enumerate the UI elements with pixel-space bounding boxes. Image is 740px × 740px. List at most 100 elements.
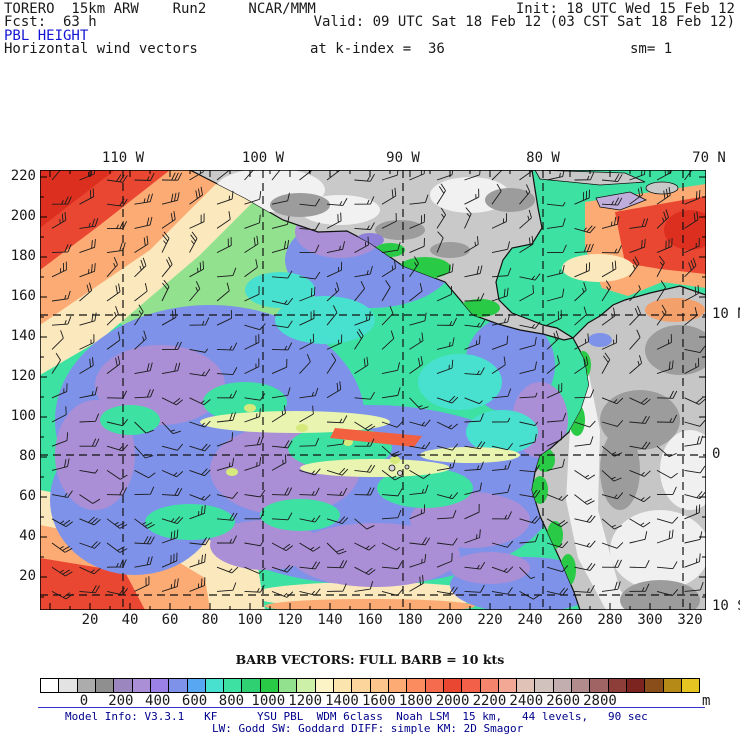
colorbar-cell: [369, 679, 388, 692]
colorbar-cell: [680, 679, 700, 692]
smoothing-label: sm= 1: [630, 41, 673, 57]
x-axis-tick-label: 220: [477, 612, 503, 628]
y-axis-tick-label: 60: [19, 488, 36, 504]
colorbar-cell: [168, 679, 187, 692]
colorbar: [40, 678, 700, 693]
colorbar-cell: [626, 679, 645, 692]
colorbar-cell: [278, 679, 297, 692]
colorbar-unit-label: m: [702, 693, 711, 709]
footer-divider: [38, 707, 705, 708]
y-axis-tick-label: 80: [19, 448, 36, 464]
colorbar-cell: [241, 679, 260, 692]
latitude-label: 10 N: [712, 306, 740, 322]
x-axis-tick-label: 300: [637, 612, 663, 628]
colorbar-tick-label: 600: [181, 693, 208, 709]
y-axis-tick-label: 220: [10, 168, 36, 184]
colorbar-cell: [662, 679, 681, 692]
colorbar-cell: [406, 679, 425, 692]
x-axis-tick-label: 80: [201, 612, 219, 628]
colorbar-cell: [259, 679, 279, 692]
latitude-label: 0: [712, 446, 721, 462]
model-info-line2: LW: Godd SW: Goddard DIFF: simple KM: 2D…: [212, 722, 524, 735]
colorbar-cell: [204, 679, 224, 692]
colorbar-cell: [351, 679, 370, 692]
x-axis-tick-label: 60: [161, 612, 179, 628]
colorbar-cell: [41, 679, 59, 692]
colorbar-cell: [552, 679, 572, 692]
x-axis-tick-label: 20: [81, 612, 99, 628]
x-axis-tick-label: 180: [397, 612, 423, 628]
colorbar-cell: [296, 679, 315, 692]
colorbar-cell: [58, 679, 77, 692]
model-info-line1: Model Info: V3.3.1 KF YSU PBL WDM 6class…: [65, 710, 648, 723]
longitude-label: 80 W: [526, 150, 560, 166]
x-axis-tick-label: 240: [517, 612, 543, 628]
colorbar-cell: [131, 679, 150, 692]
map-canvas: [39, 159, 716, 613]
init-time: Init: 18 UTC Wed 15 Feb 12: [515, 1, 735, 17]
colorbar-cell: [589, 679, 608, 692]
y-axis-tick-label: 200: [10, 208, 36, 224]
y-axis-tick-label: 20: [19, 568, 36, 584]
colorbar-tick-label: 1200: [288, 693, 322, 709]
colorbar-cell: [534, 679, 553, 692]
longitude-label: 110 W: [101, 150, 145, 166]
colorbar-cell: [94, 679, 114, 692]
colorbar-tick-label: 0: [79, 693, 89, 709]
colorbar-tick-label: 2800: [583, 693, 617, 709]
y-axis-tick-label: 100: [10, 408, 36, 424]
x-axis-tick-label: 120: [277, 612, 303, 628]
model-id-line: TORERO 15km ARW Run2 NCAR/MMM: [4, 1, 316, 17]
x-axis-tick-label: 40: [121, 612, 139, 628]
colorbar-tick-label: 1000: [251, 693, 286, 709]
colorbar-cell: [76, 679, 95, 692]
y-axis-tick-label: 120: [10, 368, 36, 384]
colorbar-tick-label: 800: [218, 693, 245, 709]
y-axis-tick-label: 160: [10, 288, 36, 304]
colorbar-cell: [607, 679, 626, 692]
colorbar-cell: [479, 679, 498, 692]
x-axis-tick-label: 100: [237, 612, 263, 628]
x-axis-tick-label: 280: [597, 612, 623, 628]
x-axis-tick-label: 200: [437, 612, 463, 628]
colorbar-cell: [497, 679, 517, 692]
colorbar-cell: [186, 679, 205, 692]
colorbar-cell: [387, 679, 407, 692]
y-axis-tick-label: 140: [10, 328, 36, 344]
colorbar-tick-label: 2000: [435, 693, 470, 709]
field-title: PBL HEIGHT: [4, 28, 89, 44]
x-axis-tick-label: 320: [677, 612, 703, 628]
colorbar-cell: [571, 679, 590, 692]
colorbar-cell: [314, 679, 333, 692]
k-index-label: at k-index = 36: [310, 41, 445, 57]
vector-overlay-label: Horizontal wind vectors: [4, 41, 198, 57]
map-plot-area: [39, 159, 716, 613]
valid-time: Valid: 09 UTC Sat 18 Feb 12 (03 CST Sat …: [313, 14, 735, 30]
x-axis-tick-label: 140: [317, 612, 343, 628]
x-axis-tick-label: 160: [357, 612, 383, 628]
colorbar-cell: [149, 679, 169, 692]
y-axis-tick-label: 40: [19, 528, 36, 544]
colorbar-cell: [113, 679, 132, 692]
longitude-label: 70 N: [692, 150, 726, 166]
colorbar-cell: [516, 679, 535, 692]
colorbar-tick-label: 2200: [472, 693, 507, 709]
x-axis-tick-label: 260: [557, 612, 583, 628]
longitude-label: 90 W: [386, 150, 420, 166]
colorbar-cell: [442, 679, 462, 692]
latitude-label: 10 S: [712, 598, 740, 614]
forecast-hour: Fcst: 63 h: [4, 14, 97, 30]
colorbar-tick-label: 2400: [509, 693, 544, 709]
barb-vector-legend: BARB VECTORS: FULL BARB = 10 kts: [235, 652, 505, 667]
colorbar-cell: [461, 679, 480, 692]
longitude-label: 100 W: [241, 150, 285, 166]
colorbar-tick-label: 2600: [546, 693, 580, 709]
colorbar-tick-label: 1600: [361, 693, 396, 709]
colorbar-tick-label: 200: [108, 693, 134, 709]
colorbar-tick-label: 400: [145, 693, 171, 709]
colorbar-cell: [644, 679, 663, 692]
colorbar-tick-label: 1800: [398, 693, 433, 709]
colorbar-cell: [223, 679, 242, 692]
y-axis-tick-label: 180: [10, 248, 36, 264]
